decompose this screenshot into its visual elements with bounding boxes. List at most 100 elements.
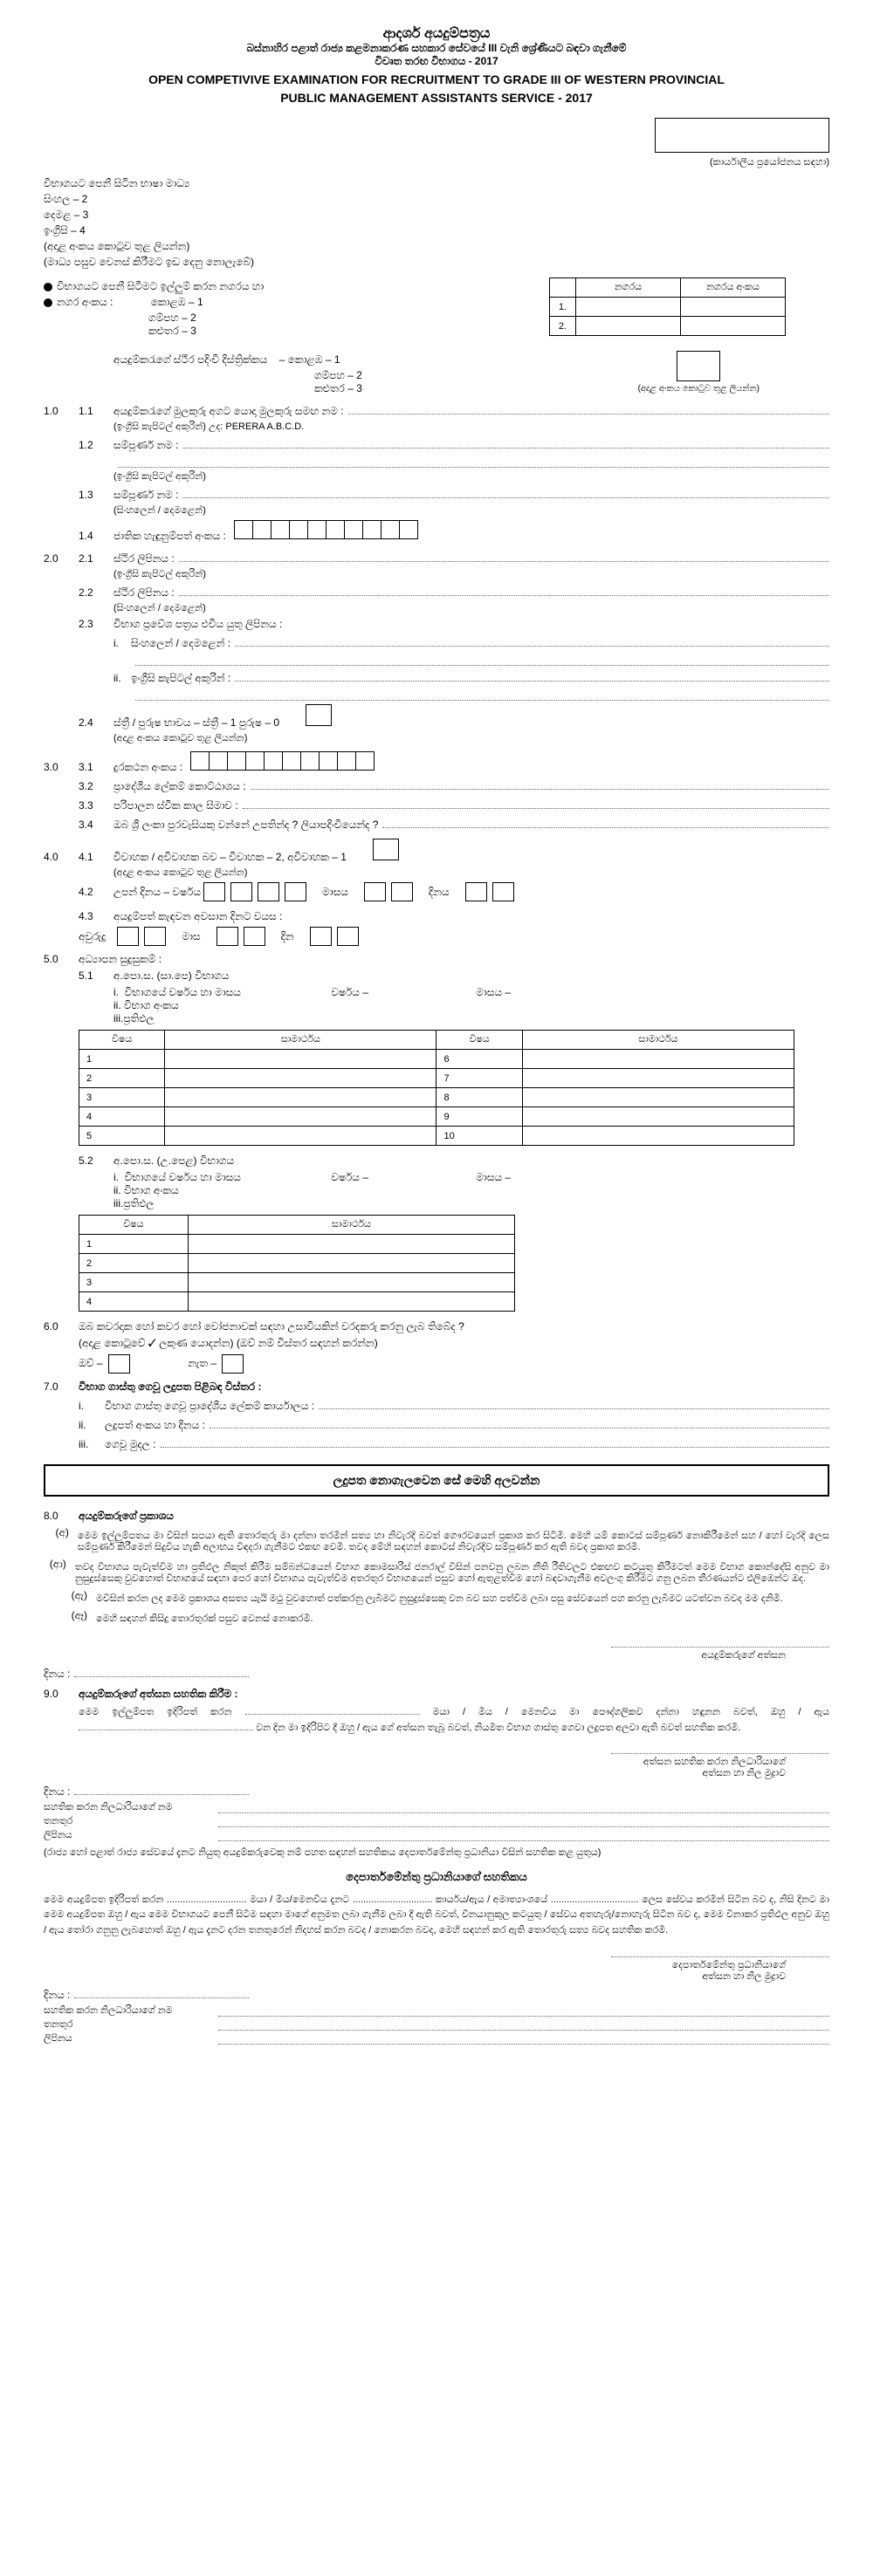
- field-2.2[interactable]: [179, 584, 829, 596]
- lang-note-1: (අදාළ අංකය කොටුව තුළ ලියන්න): [44, 240, 829, 253]
- field-3.4[interactable]: [382, 816, 829, 828]
- field-9-f1[interactable]: [218, 1802, 829, 1813]
- dob-d1[interactable]: [465, 882, 487, 901]
- label-dept-date: දිනය :: [44, 1989, 70, 2002]
- age-y1[interactable]: [117, 927, 139, 946]
- ol-r4a: 4: [79, 1107, 165, 1127]
- office-use-label: (කාර්යාලීය ප්‍රයෝජනය සඳහා): [44, 157, 829, 168]
- field-1.3[interactable]: [182, 486, 829, 498]
- field-7iii[interactable]: [161, 1435, 830, 1448]
- label-2.2b: (සිංහලෙන් / දෙමළෙන්): [113, 603, 829, 614]
- para-8c: මවිසින් කරන ලද මෙම ප්‍රකාශය අසත්‍ය යැයි …: [96, 1593, 783, 1605]
- label-7-heading: විභාග ගාස්තු ගෙවූ ලදුපත පිළිබඳ විස්තර :: [79, 1380, 261, 1394]
- marital-box[interactable]: [373, 839, 399, 860]
- label-5.1ii: විභාග අංකය: [124, 999, 179, 1011]
- field-9-f3[interactable]: [218, 1830, 829, 1841]
- conviction-no-box[interactable]: [222, 1354, 244, 1374]
- dob-y1[interactable]: [203, 882, 225, 901]
- field-2.1[interactable]: [179, 550, 829, 562]
- label-5.1-month: මාසය –: [476, 986, 511, 998]
- note-9: (රාජ්‍ය හෝ පළාත් රාජ්‍ය සේවයේ දැනට නියුත…: [44, 1846, 829, 1861]
- nic-input[interactable]: [235, 520, 418, 539]
- dob-y3[interactable]: [258, 882, 279, 901]
- label-9-date: දිනය :: [44, 1785, 70, 1798]
- label-3.4: ඔබ ශ්‍රී ලංකා පුරවැසියකු වන්නේ උපතින්ද ?…: [113, 819, 378, 832]
- ol-r3b: 8: [436, 1088, 522, 1107]
- sec-3-num: 3.0: [44, 761, 79, 773]
- label-2.4b: (අදාළ අංකය කොටුව තුළ ලියන්න): [113, 733, 829, 744]
- field-9-date-2[interactable]: [74, 1783, 249, 1795]
- dept-heading: දෙපාර්තමේන්තු ප්‍රධානියාගේ සහතිකය: [44, 1870, 829, 1884]
- item-5.2: 5.2: [79, 1154, 113, 1167]
- field-2.3i-2[interactable]: [135, 654, 829, 666]
- field-1.2[interactable]: [182, 436, 829, 449]
- label-5.2ii: විභාග අංකය: [124, 1184, 179, 1196]
- item-2.1: 2.1: [79, 552, 113, 565]
- dob-y4[interactable]: [285, 882, 306, 901]
- age-m2[interactable]: [244, 927, 265, 946]
- field-2.3i[interactable]: [235, 634, 829, 647]
- item-3.1: 3.1: [79, 761, 113, 773]
- label-2.3ii: ඉංග්‍රීසි කැපිටල් අකුරින් :: [131, 672, 230, 685]
- lang-note-2: (මාධ්‍ය පසුව වෙනස් කිරීමට ඉඩ දෙනු නොලැබේ…: [44, 256, 829, 269]
- field-1.1[interactable]: [348, 402, 829, 414]
- field-dept-f3[interactable]: [218, 2033, 829, 2045]
- dept-sig-line[interactable]: [611, 1956, 829, 1957]
- label-6-yes: ඔව් –: [79, 1357, 103, 1369]
- label-1.3b: (සිංහලෙන් / දෙමළෙන්): [113, 505, 829, 517]
- field-2.3ii-2[interactable]: [135, 689, 829, 701]
- conviction-yes-box[interactable]: [108, 1354, 130, 1374]
- field-2.3ii[interactable]: [235, 669, 829, 682]
- ol-th-sub-a: විෂය: [79, 1031, 165, 1050]
- dob-m1[interactable]: [364, 882, 386, 901]
- dob-m2[interactable]: [391, 882, 413, 901]
- label-8-heading: අයදුම්කරුගේ ප්‍රකාශය: [79, 1510, 174, 1523]
- label-4.3y: අවුරුදු: [79, 930, 106, 943]
- title-en-2: PUBLIC MANAGEMENT ASSISTANTS SERVICE - 2…: [44, 91, 829, 105]
- label-5.1i: විභාගයේ වර්ෂය හා මාසය: [125, 986, 241, 998]
- applicant-sig-line[interactable]: [611, 1647, 829, 1648]
- dob-d2[interactable]: [492, 882, 514, 901]
- label-1.1b: (ඉංග්‍රීසි කැපිටල් අකුරින්) උද: PERERA A…: [113, 421, 829, 433]
- age-m1[interactable]: [217, 927, 238, 946]
- field-dept-f1[interactable]: [218, 2005, 829, 2017]
- ol-th-grade-b: සාමාර්ථය: [522, 1031, 794, 1050]
- field-3.3[interactable]: [243, 797, 829, 809]
- title-si-1: ආදර්ශ අයදුම්පත්‍රය: [44, 26, 829, 42]
- age-d1[interactable]: [310, 927, 332, 946]
- field-9-name[interactable]: [245, 1714, 420, 1715]
- field-dept-date[interactable]: [74, 1986, 249, 1998]
- certifier-sig-line[interactable]: [611, 1753, 829, 1754]
- label-6-no: නැත –: [188, 1357, 217, 1369]
- gender-box[interactable]: [306, 704, 332, 726]
- district-box[interactable]: [677, 351, 720, 381]
- field-7i[interactable]: [319, 1397, 829, 1409]
- field-9-f2[interactable]: [218, 1816, 829, 1827]
- field-1.2b[interactable]: [118, 456, 829, 468]
- field-7ii[interactable]: [210, 1416, 829, 1428]
- label-5.2: අ.පො.ස. (උ.පෙළ) විභාගය: [113, 1154, 234, 1168]
- field-3.2[interactable]: [251, 778, 829, 790]
- dob-y2[interactable]: [230, 882, 252, 901]
- al-r2: 2: [79, 1254, 189, 1273]
- lang-opt-3: ඉංග්‍රීසි – 4: [44, 224, 829, 237]
- label-dept-f1: සහතික කරන නිලධාරියාගේ නම: [44, 2005, 218, 2017]
- dept-text: මෙම අයදුම්පත ඉදිරිපත් කරන ..............…: [44, 1893, 829, 1939]
- para-8d: මෙහි සඳහන් කිසිදු තොරතුරක් පසුව වෙනස් නො…: [96, 1613, 313, 1625]
- item-1.4: 1.4: [79, 530, 113, 542]
- certifier-sig-label-2: අත්සන හා නිල මුද්‍රාව: [44, 1768, 786, 1779]
- phone-input[interactable]: [191, 751, 375, 771]
- item-4.2: 4.2: [79, 886, 113, 898]
- field-dept-f2[interactable]: [218, 2019, 829, 2031]
- ol-r4b: 9: [436, 1107, 522, 1127]
- age-d2[interactable]: [337, 927, 359, 946]
- label-5.2i: විභාගයේ වර්ෂය හා මාසය: [125, 1171, 241, 1183]
- sec-6-num: 6.0: [44, 1320, 79, 1333]
- label-dept-f2: තනතුර: [44, 2019, 218, 2031]
- item-2.2: 2.2: [79, 586, 113, 599]
- age-y2[interactable]: [144, 927, 166, 946]
- field-8-date[interactable]: [74, 1665, 249, 1677]
- city-opt-1: කොළඹ – 1: [151, 296, 203, 308]
- ol-th-sub-b: විෂය: [436, 1031, 522, 1050]
- district-opt-2: ගම්පහ – 2: [314, 369, 638, 382]
